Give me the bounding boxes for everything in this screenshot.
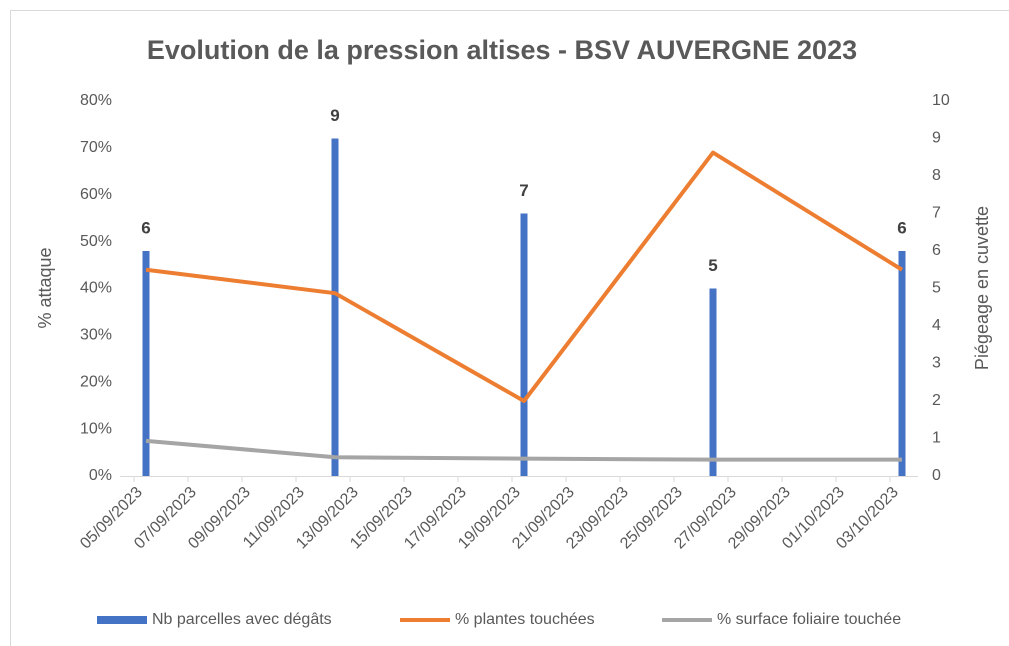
chart-title: Evolution de la pression altises - BSV A… bbox=[147, 35, 857, 65]
y-axis-title: % attaque bbox=[35, 247, 55, 328]
y2-tick-label: 5 bbox=[932, 280, 941, 297]
y-tick-label: 40% bbox=[80, 280, 112, 297]
y2-tick-label: 7 bbox=[932, 205, 941, 222]
y2-tick-label: 1 bbox=[932, 430, 941, 447]
y2-tick-label: 0 bbox=[932, 467, 941, 484]
y-tick-label: 70% bbox=[80, 139, 112, 156]
y2-tick-label: 2 bbox=[932, 392, 941, 409]
legend-label: % surface foliaire touchée bbox=[717, 611, 901, 628]
bar-value-label: 7 bbox=[519, 181, 528, 200]
y2-tick-label: 6 bbox=[932, 242, 941, 259]
bar-value-label: 5 bbox=[708, 256, 717, 275]
bar-value-label: 6 bbox=[141, 218, 150, 237]
y2-tick-label: 8 bbox=[932, 167, 941, 184]
y2-tick-label: 4 bbox=[932, 317, 941, 334]
bar-value-label: 9 bbox=[330, 106, 339, 125]
bar-value-label: 6 bbox=[897, 218, 906, 237]
y-tick-label: 20% bbox=[80, 373, 112, 390]
legend-swatch bbox=[97, 616, 147, 624]
y2-tick-label: 9 bbox=[932, 130, 941, 147]
bar bbox=[331, 138, 339, 476]
y-tick-label: 60% bbox=[80, 186, 112, 203]
y2-axis-title: Piégeage en cuvette bbox=[972, 206, 992, 370]
y-tick-label: 50% bbox=[80, 233, 112, 250]
y2-tick-label: 3 bbox=[932, 355, 941, 372]
y-tick-label: 0% bbox=[89, 467, 112, 484]
bar bbox=[709, 288, 717, 476]
legend-label: % plantes touchées bbox=[455, 611, 595, 628]
chart-border bbox=[10, 10, 1009, 646]
legend-label: Nb parcelles avec dégâts bbox=[152, 611, 332, 628]
line-series bbox=[145, 438, 902, 462]
line-series bbox=[145, 150, 904, 403]
y-tick-label: 80% bbox=[80, 92, 112, 109]
bar bbox=[142, 251, 150, 476]
bar bbox=[520, 213, 528, 476]
bar bbox=[898, 251, 906, 476]
y2-tick-label: 10 bbox=[932, 92, 950, 109]
y-tick-label: 30% bbox=[80, 327, 112, 344]
y-tick-label: 10% bbox=[80, 420, 112, 437]
